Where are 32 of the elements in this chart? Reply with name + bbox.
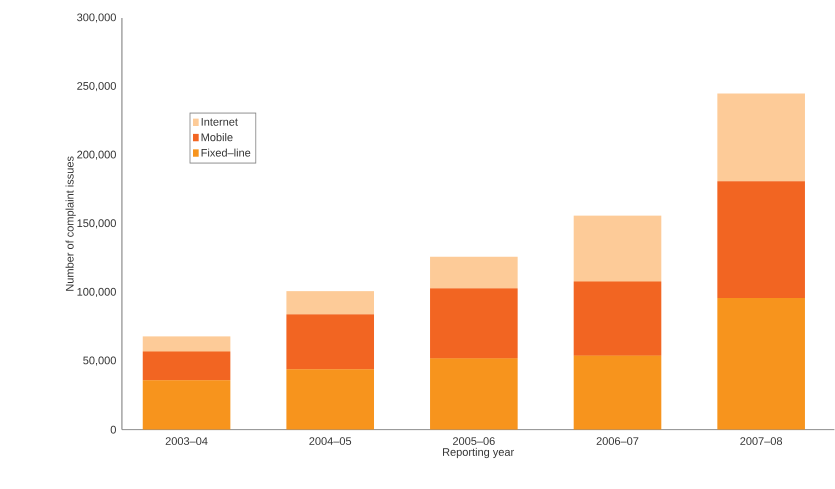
legend-label: Mobile bbox=[202, 133, 233, 142]
y-tick-label: 50,000 bbox=[83, 356, 116, 366]
x-tick-label: 2004–05 bbox=[309, 437, 352, 446]
y-tick-label: 300,000 bbox=[77, 14, 116, 23]
legend-label: Internet bbox=[202, 118, 238, 126]
x-tick-label: 2006–07 bbox=[596, 437, 638, 446]
bar bbox=[142, 352, 230, 380]
y-tick-label: 200,000 bbox=[77, 150, 116, 160]
bar bbox=[574, 282, 662, 356]
x-axis-title: Reporting year bbox=[443, 448, 514, 458]
bar bbox=[717, 181, 805, 298]
bar bbox=[286, 314, 374, 370]
y-tick-label: 250,000 bbox=[77, 82, 116, 92]
bar bbox=[142, 336, 230, 352]
y-tick-label: 0 bbox=[110, 426, 116, 434]
bar bbox=[286, 291, 374, 315]
bar bbox=[717, 94, 805, 182]
bar bbox=[430, 256, 518, 289]
bar bbox=[574, 216, 662, 282]
bar bbox=[717, 298, 805, 430]
y-tick-label: 100,000 bbox=[77, 288, 116, 298]
legend-label: Fixed–line bbox=[202, 148, 250, 157]
bar bbox=[430, 358, 518, 430]
bar bbox=[430, 288, 518, 358]
x-tick-label: 2003–04 bbox=[166, 437, 208, 446]
x-tick-label: 2005–06 bbox=[453, 437, 495, 446]
y-tick-label: 150,000 bbox=[77, 219, 116, 229]
y-axis-title: Number of complaint issues bbox=[66, 156, 76, 291]
bar bbox=[142, 380, 230, 430]
bar bbox=[286, 369, 374, 430]
bar bbox=[574, 356, 662, 430]
x-tick-label: 2007–08 bbox=[740, 437, 782, 446]
